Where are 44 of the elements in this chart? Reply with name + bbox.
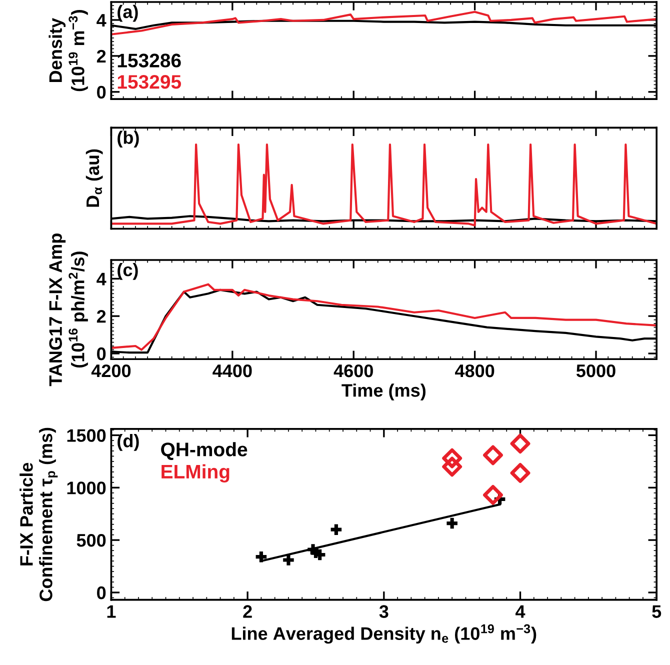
x-tick-label: 1 [107,605,116,618]
point [442,448,462,468]
y-axis-title: TANG17 F-IX Amp (10$^{16}$ ph/m$^{2}$/s) [49,234,88,386]
x-tick-label: 5 [652,605,662,618]
y-tick-label: 2 [96,310,106,323]
x-tick-label: 4400 [212,364,252,378]
point [483,485,503,505]
y-tick-label: 4 [96,14,106,27]
point [446,518,458,529]
y-axis-title: Density (10$^{19}$ m$^{−3}$) [48,10,88,92]
point [510,434,530,454]
legend-label: QH-mode [161,442,248,460]
y-tick-label: 4 [96,272,106,286]
point [256,551,267,562]
point [483,445,503,466]
x-tick-label: 4 [516,605,526,618]
y-tick-label: 1500 [67,429,106,442]
point [442,456,462,477]
x-tick-label: 2 [243,605,252,618]
annotation: (b) [118,130,139,148]
y-tick-label: 1000 [67,482,106,494]
x-axis-title: Time (ms) [342,384,426,400]
y-axis-title: D$_{α}$ (au) [86,149,103,207]
annotation: (c) [118,262,138,280]
x-tick-label: 4600 [334,364,373,378]
y-tick-label: 2 [96,50,106,62]
y-tick-label: 500 [76,534,106,547]
point [510,463,530,483]
y-axis-title: F-IX Particle Confinement τ$_{p}$ (ms) [20,428,58,602]
point [330,524,342,535]
y-tick-label: 0 [97,347,106,360]
text: 153295 [118,75,182,89]
y-tick-label: 0 [97,586,106,600]
series-label: 153286 [118,54,181,68]
annotation: (a) [118,4,138,22]
x-tick-label: 4800 [455,364,494,378]
text: ELMing [162,464,230,482]
point [283,554,294,566]
x-tick-label: 5000 [576,364,616,378]
annotation: (d) [118,434,139,451]
x-axis-title: Line Averaged Density n$_{e}$ (10$^{19}$ m$^{−3}$) [232,624,536,644]
x-tick-label: 3 [379,605,388,618]
x-tick-label: 4200 [91,364,131,378]
y-tick-label: 0 [97,86,106,99]
